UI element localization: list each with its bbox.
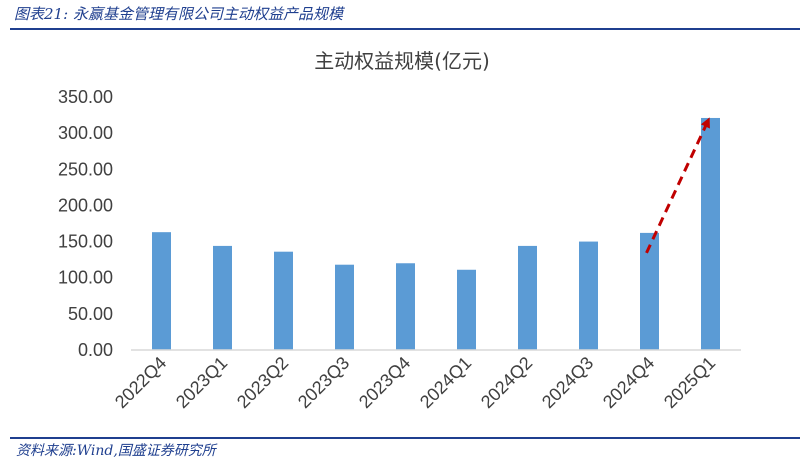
x-axis-ticks: 2022Q4 2023Q1 2023Q2 2023Q3 2023Q4 2024Q1 2024… [111, 353, 719, 412]
x-tick-label: 2023Q4 [355, 353, 414, 412]
bar-2024Q2 [518, 245, 537, 350]
bar-2023Q2 [274, 251, 293, 350]
chart-title: 主动权益规模(亿元) [314, 49, 490, 73]
figure-header: 图表21: 永赢基金管理有限公司主动权益产品规模 [14, 2, 343, 26]
trend-arrow [645, 117, 710, 254]
x-tick-label: 2023Q1 [172, 353, 231, 412]
bar-2025Q1 [701, 117, 720, 350]
bars [152, 117, 720, 350]
x-tick-label: 2023Q2 [233, 353, 292, 412]
figure-label: 图表21: [14, 5, 69, 23]
y-tick-label: 100.00 [58, 268, 113, 288]
x-tick-label: 2025Q1 [660, 353, 719, 412]
source-note: 资料来源:Wind,国盛证券研究所 [16, 443, 216, 459]
y-tick-label: 300.00 [58, 123, 113, 143]
y-tick-label: 150.00 [58, 232, 113, 252]
bar-2024Q3 [579, 241, 598, 350]
y-tick-label: 0.00 [78, 340, 113, 360]
header-rule [10, 28, 800, 30]
x-tick-label: 2024Q1 [416, 353, 475, 412]
footer-rule [10, 437, 800, 439]
y-tick-label: 250.00 [58, 159, 113, 179]
bar-2024Q1 [457, 269, 476, 350]
y-axis-ticks: 0.00 50.00 100.00 150.00 200.00 250.00 300.00 3… [58, 87, 113, 360]
x-tick-label: 2024Q3 [538, 353, 597, 412]
y-tick-label: 50.00 [68, 304, 113, 324]
figure-title: 永赢基金管理有限公司主动权益产品规模 [72, 5, 343, 23]
y-tick-label: 350.00 [58, 87, 113, 107]
bar-2023Q4 [396, 263, 415, 350]
bar-2022Q4 [152, 232, 171, 350]
x-tick-label: 2023Q3 [294, 353, 353, 412]
bar-2024Q4 [640, 232, 659, 350]
x-tick-label: 2022Q4 [111, 353, 170, 412]
y-tick-label: 200.00 [58, 195, 113, 215]
x-tick-label: 2024Q4 [599, 353, 658, 412]
bar-chart: 主动权益规模(亿元) 0.00 50.00 100.00 150.00 200.00 25… [58, 49, 741, 412]
bar-2023Q3 [335, 264, 354, 350]
x-tick-label: 2024Q2 [477, 353, 536, 412]
bar-2023Q1 [213, 245, 232, 350]
